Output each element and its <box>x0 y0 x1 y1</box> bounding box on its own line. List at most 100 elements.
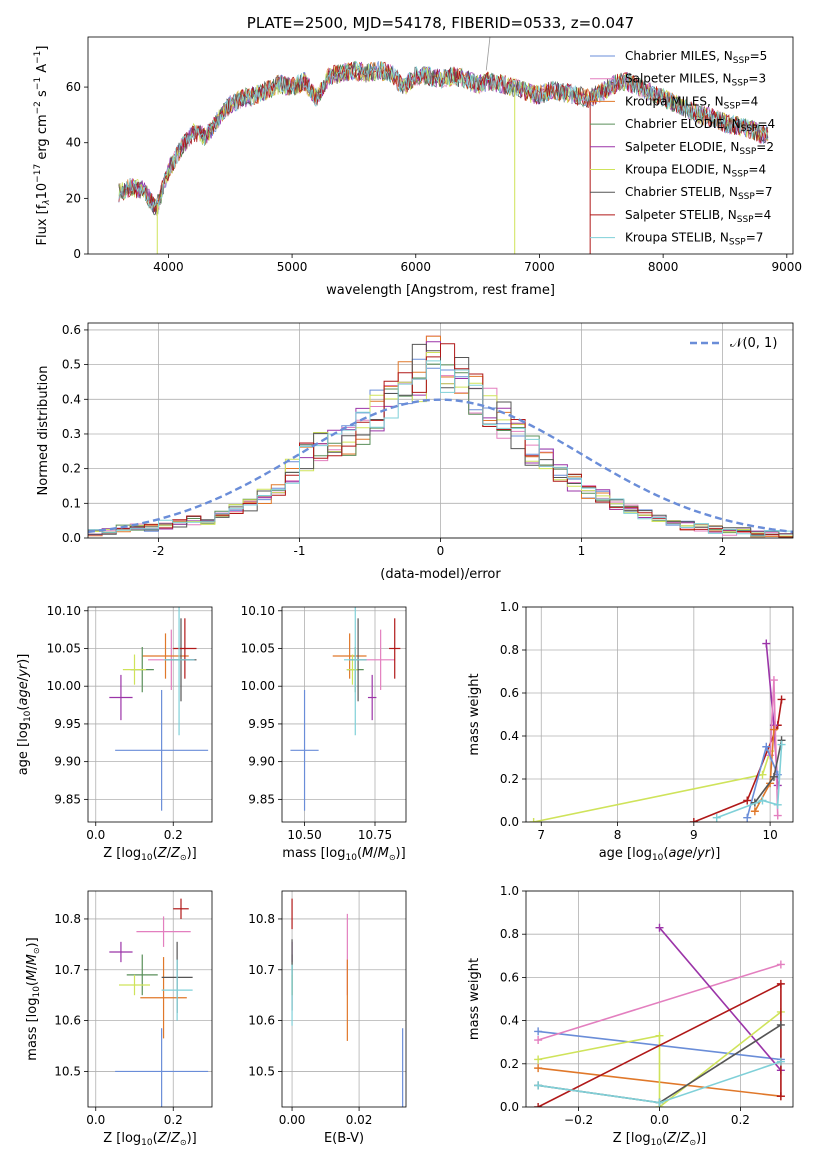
histogram-step-8 <box>88 360 793 537</box>
weight-marker <box>689 818 698 822</box>
x-tick-label: 0.02 <box>346 1113 373 1127</box>
weight-marker <box>777 740 786 749</box>
x-axis-label: mass [log10(M/M⊙)] <box>282 846 405 863</box>
spectrum-line-8 <box>118 60 769 211</box>
y-tick-label: 10.8 <box>54 912 81 926</box>
plot-area <box>534 923 785 1107</box>
y-tick-label: 0.4 <box>62 392 81 406</box>
x-axis-label: Z [log10(Z/Z⊙)] <box>613 1131 707 1148</box>
y-tick-label: 10.5 <box>248 1064 275 1078</box>
legend-label: Salpeter STELIB, NSSP=4 <box>625 208 771 225</box>
x-tick-label: 10.75 <box>358 828 392 842</box>
plot-area <box>290 607 401 811</box>
x-tick-label: 10.50 <box>287 828 321 842</box>
weight-line-3 <box>658 927 782 1071</box>
y-axis-label: mass [log10(M/M⊙)] <box>25 937 42 1060</box>
x-axis-label: wavelength [Angstrom, rest frame] <box>326 283 555 298</box>
weight-marker <box>776 960 785 969</box>
y-tick-label: 0.5 <box>62 358 81 372</box>
weight-marker <box>773 811 782 820</box>
plot-area <box>291 898 404 1107</box>
age-vs-mass-panel: 10.50 10.75 9.85 9.90 9.95 10.00 10.05 10.10 mas… <box>241 604 407 863</box>
weight-marker <box>776 1092 785 1101</box>
spectrum-panel: 4000 5000 6000 7000 8000 9000 0 20 40 60 PLATE=250… <box>33 14 802 298</box>
y-axis-label: Normed distribution <box>36 366 51 496</box>
weight-marker <box>773 800 782 809</box>
weight-marker <box>743 796 752 805</box>
legend-label: Chabrier MILES, NSSP=5 <box>625 49 767 66</box>
axes-frame <box>525 890 794 1108</box>
y-tick-label: 0.6 <box>500 686 519 700</box>
axes-frame <box>281 890 407 1108</box>
axes-frame <box>87 36 794 255</box>
y-tick-label: 0.0 <box>500 815 519 829</box>
x-tick-label: 6000 <box>400 260 431 274</box>
x-axis-label: E(B-V) <box>324 1131 364 1146</box>
y-tick-label: 0.0 <box>62 531 81 545</box>
y-tick-label: 9.90 <box>248 755 275 769</box>
weight-marker <box>776 1057 785 1066</box>
y-tick-label: 9.90 <box>54 755 81 769</box>
axes-frame <box>525 606 794 823</box>
y-tick-label: 9.85 <box>54 792 81 806</box>
x-axis-label: (data-model)/error <box>380 567 501 582</box>
y-tick-label: 0.3 <box>62 427 81 441</box>
y-tick-label: 10.6 <box>248 1014 275 1028</box>
x-tick-label: 2 <box>719 544 727 558</box>
gaussian-curve <box>88 398 793 534</box>
x-tick-label: 0.2 <box>731 1113 750 1127</box>
weight-marker <box>777 695 786 704</box>
y-tick-label: 10.5 <box>54 1064 81 1078</box>
x-tick-label: 0.0 <box>650 1113 669 1127</box>
weight-marker <box>758 770 767 779</box>
y-axis-label: age [log10(age/yr)] <box>16 654 33 776</box>
x-tick-label: 4000 <box>153 260 184 274</box>
y-tick-label: 0.8 <box>500 927 519 941</box>
axes-frame <box>87 890 213 1108</box>
weight-marker <box>529 818 538 822</box>
x-tick-label: 0.0 <box>86 828 105 842</box>
x-tick-label: -1 <box>294 544 306 558</box>
y-tick-label: 1.0 <box>500 884 519 898</box>
x-tick-label: 0.0 <box>86 1113 105 1127</box>
weight-line-1 <box>537 963 782 1041</box>
chart-title: PLATE=2500, MJD=54178, FIBERID=0533, z=0… <box>247 14 634 32</box>
y-tick-label: 9.85 <box>248 792 275 806</box>
y-tick-label: 10.8 <box>248 912 275 926</box>
x-tick-label: 1 <box>578 544 586 558</box>
y-tick-label: 20 <box>66 191 81 205</box>
weight-marker <box>534 1103 543 1107</box>
weight-marker <box>769 676 778 685</box>
spike-line <box>485 37 491 71</box>
x-axis-label: Z [log10(Z/Z⊙)] <box>103 846 197 863</box>
axes-frame <box>87 606 213 823</box>
weight-marker <box>776 979 785 988</box>
legend-label: Chabrier ELODIE, NSSP=4 <box>625 117 775 134</box>
plot-area <box>118 37 769 254</box>
x-tick-label: 0.2 <box>164 828 183 842</box>
weight-marker <box>769 725 778 734</box>
weight-marker <box>534 1055 543 1064</box>
legend-label: Salpeter ELODIE, NSSP=2 <box>625 140 774 157</box>
weight-line-5 <box>746 744 779 818</box>
y-tick-label: 40 <box>66 136 81 150</box>
spectrum-line-7 <box>118 61 769 212</box>
axes-frame <box>87 322 794 539</box>
x-tick-label: 8 <box>614 828 622 842</box>
y-tick-label: 10.7 <box>54 963 81 977</box>
weight-marker <box>534 1081 543 1090</box>
y-tick-label: 0 <box>73 247 81 261</box>
age-vs-metallicity-panel: 0.0 0.2 9.85 9.90 9.95 10.00 10.05 10.10 Z [log1… <box>16 604 213 863</box>
y-tick-label: 0.2 <box>62 462 81 476</box>
x-axis-label: age [log10(age/yr)] <box>599 846 721 863</box>
legend-label: Chabrier STELIB, NSSP=7 <box>625 185 773 202</box>
mass-vs-ebv-panel: 0.00 0.02 10.5 10.6 10.7 10.8 E(B-V) <box>248 890 407 1146</box>
x-tick-label: 9 <box>690 828 698 842</box>
y-axis-label: Flux [fλ10−17 erg cm−2 s−1 A−1] <box>33 46 52 246</box>
weight-marker <box>773 781 782 790</box>
weight-marker <box>743 813 752 822</box>
legend-label: 𝒩(0, 1) <box>730 336 777 351</box>
x-tick-label: -2 <box>153 544 165 558</box>
weight-marker <box>534 1064 543 1073</box>
y-tick-label: 0.6 <box>500 970 519 984</box>
